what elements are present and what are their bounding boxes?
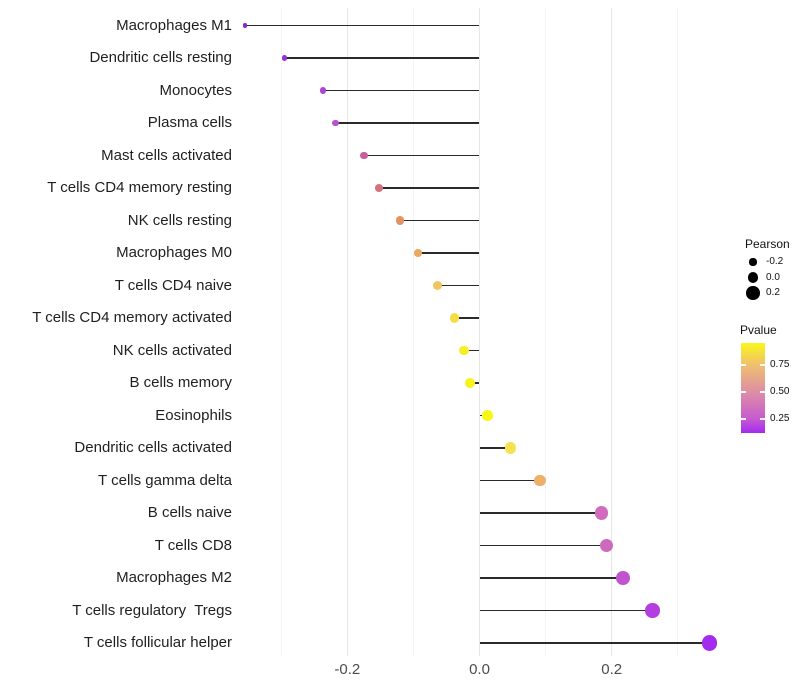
data-point [595, 506, 609, 520]
data-point [534, 474, 547, 487]
minor-gridline [545, 8, 547, 656]
lollipop-stem [479, 512, 602, 514]
colorbar-tick-mark [741, 390, 746, 393]
category-label: NK cells resting [127, 211, 232, 229]
size-legend-label: 0.2 [766, 287, 780, 298]
category-label: Monocytes [159, 81, 232, 99]
x-tick-label: 0.0 [469, 661, 490, 678]
category-label: Dendritic cells resting [89, 49, 232, 66]
colorbar-tick-mark [760, 390, 765, 393]
colorbar-tick-label: 0.25 [770, 412, 790, 424]
size-legend-dot [749, 258, 757, 266]
lollipop-stem [335, 122, 480, 124]
x-tick-label: 0.2 [601, 661, 623, 678]
lollipop-stem [322, 89, 480, 92]
data-point [319, 87, 327, 94]
data-point [360, 151, 368, 160]
size-legend-title: Pearson [745, 237, 790, 251]
data-point [242, 23, 248, 28]
lollipop-stem [284, 57, 480, 59]
category-label: B cells naive [147, 504, 232, 521]
data-point [645, 603, 660, 618]
data-point [701, 635, 718, 651]
data-point [599, 538, 614, 553]
category-label: NK cells activated [112, 341, 232, 359]
major-gridline [611, 8, 613, 656]
data-point [432, 280, 442, 291]
category-label: B cells memory [129, 374, 232, 391]
data-point [616, 571, 630, 585]
category-label: Macrophages M1 [116, 16, 232, 34]
category-label: Eosinophils [155, 406, 232, 424]
category-label: T cells gamma delta [98, 471, 232, 489]
data-point [395, 216, 405, 225]
colorbar-tick-mark [741, 417, 746, 420]
lollipop-stem [363, 154, 480, 157]
major-gridline [479, 8, 480, 656]
lollipop-stem [479, 544, 607, 547]
minor-gridline [412, 8, 414, 656]
size-legend-label: -0.2 [766, 256, 784, 267]
lollipop-stem [400, 219, 480, 222]
data-point [375, 184, 383, 192]
lollipop-stem [479, 447, 511, 449]
x-tick-label: -0.2 [334, 661, 361, 678]
data-point [331, 119, 339, 127]
category-label: T cells CD8 [154, 536, 232, 554]
size-legend-dot [747, 272, 759, 283]
lollipop-stem [479, 642, 710, 644]
color-legend-title: Pvalue [740, 323, 777, 337]
category-label: Macrophages M0 [116, 244, 232, 261]
lollipop-stem [479, 577, 623, 579]
lollipop-stem [379, 187, 480, 189]
category-label: T cells CD4 memory activated [32, 309, 232, 326]
category-label: T cells CD4 naive [114, 276, 232, 294]
lollipop-stem [479, 479, 541, 482]
category-label: T cells CD4 memory resting [47, 179, 232, 196]
data-point [465, 377, 476, 389]
data-point [482, 410, 493, 421]
lollipop-stem [479, 609, 653, 612]
lollipop-stem [454, 317, 480, 319]
minor-gridline [677, 8, 679, 656]
colorbar-tick-mark [760, 363, 765, 366]
lollipop-stem [418, 252, 480, 254]
data-point [459, 345, 470, 356]
lollipop-stem [437, 284, 480, 287]
category-label: T cells regulatory Tregs [72, 601, 232, 619]
data-point [413, 248, 423, 258]
category-label: Plasma cells [147, 114, 232, 131]
lollipop-stem [244, 24, 480, 27]
colorbar-tick-label: 0.75 [770, 358, 790, 370]
category-label: T cells follicular helper [83, 634, 232, 651]
colorbar-tick-mark [760, 417, 765, 420]
colorbar-tick-label: 0.50 [770, 385, 790, 397]
size-legend-dot [746, 286, 760, 300]
lollipop-stem [464, 349, 480, 352]
major-gridline [346, 8, 348, 656]
data-point [281, 55, 288, 61]
colorbar-tick-mark [741, 363, 746, 366]
data-point [449, 313, 460, 323]
size-legend-label: 0.0 [766, 271, 780, 283]
category-label: Mast cells activated [101, 146, 232, 164]
minor-gridline [280, 8, 282, 656]
category-label: Dendritic cells activated [74, 439, 232, 456]
category-label: Macrophages M2 [116, 569, 232, 586]
data-point [505, 442, 517, 454]
